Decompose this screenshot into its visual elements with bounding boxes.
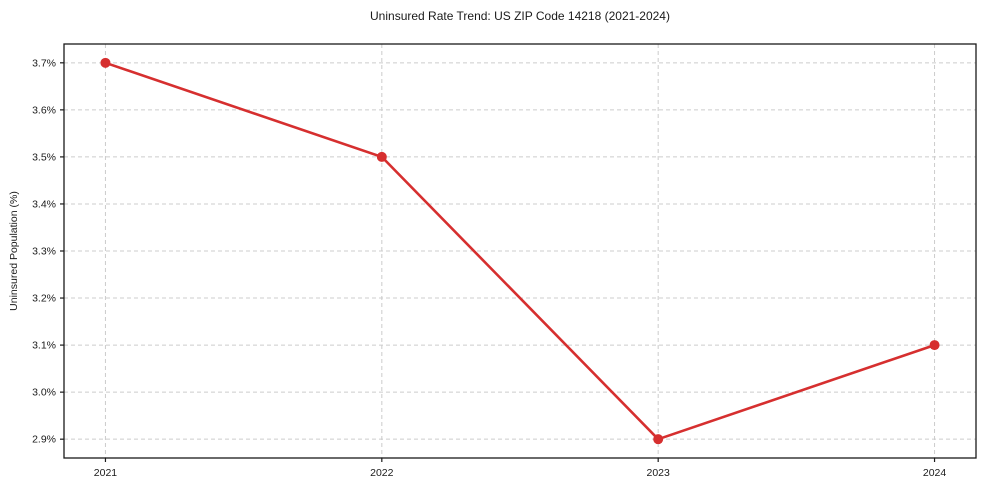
x-tick-label: 2023 [647, 467, 671, 479]
data-point-marker [100, 57, 111, 68]
y-tick-label: 3.6% [32, 104, 56, 116]
y-tick-label: 3.1% [32, 340, 56, 352]
x-tick-label: 2022 [370, 467, 394, 479]
y-tick-label: 3.7% [32, 57, 56, 69]
trend-line [104, 61, 936, 441]
y-tick-label: 2.9% [32, 434, 56, 446]
x-tick-label: 2021 [94, 467, 118, 479]
y-tick-label: 3.0% [32, 387, 56, 399]
y-tick-label: 3.3% [32, 246, 56, 258]
x-tick-label: 2024 [923, 467, 947, 479]
y-tick-label: 3.5% [32, 151, 56, 163]
y-tick-label: 3.2% [32, 293, 56, 305]
data-point-marker [929, 340, 940, 351]
chart-title: Uninsured Rate Trend: US ZIP Code 14218 … [370, 9, 670, 23]
y-tick-label: 3.4% [32, 198, 56, 210]
data-point-marker [376, 151, 387, 162]
data-point-marker [653, 434, 664, 445]
